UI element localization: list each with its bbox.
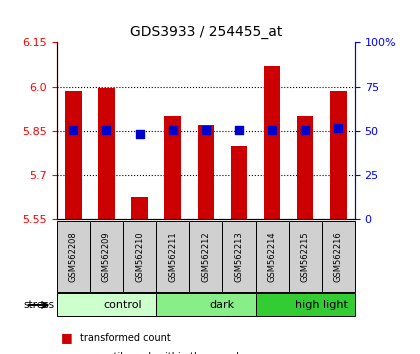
FancyBboxPatch shape bbox=[189, 221, 222, 292]
Text: ■: ■ bbox=[61, 331, 73, 344]
Bar bbox=[264, 66, 281, 219]
Text: percentile rank within the sample: percentile rank within the sample bbox=[80, 352, 245, 354]
Text: GSM562208: GSM562208 bbox=[69, 231, 78, 282]
Point bbox=[103, 127, 110, 132]
FancyBboxPatch shape bbox=[322, 221, 355, 292]
Text: control: control bbox=[104, 300, 142, 310]
Point bbox=[169, 127, 176, 132]
Bar bbox=[330, 91, 346, 219]
Bar bbox=[164, 116, 181, 219]
Point bbox=[202, 127, 209, 132]
Text: GSM562213: GSM562213 bbox=[234, 231, 244, 282]
Title: GDS3933 / 254455_at: GDS3933 / 254455_at bbox=[130, 25, 282, 39]
Text: GSM562215: GSM562215 bbox=[301, 231, 310, 282]
Bar bbox=[231, 146, 247, 219]
Point bbox=[302, 127, 309, 132]
Text: dark: dark bbox=[210, 300, 235, 310]
Text: ■: ■ bbox=[61, 351, 73, 354]
FancyBboxPatch shape bbox=[289, 221, 322, 292]
Text: GSM562216: GSM562216 bbox=[334, 231, 343, 282]
Text: transformed count: transformed count bbox=[80, 333, 171, 343]
FancyBboxPatch shape bbox=[90, 221, 123, 292]
Bar bbox=[65, 91, 81, 219]
Text: GSM562210: GSM562210 bbox=[135, 231, 144, 282]
Bar bbox=[197, 125, 214, 219]
Point bbox=[269, 127, 276, 132]
Text: high light: high light bbox=[295, 300, 348, 310]
FancyBboxPatch shape bbox=[255, 221, 289, 292]
FancyBboxPatch shape bbox=[57, 221, 90, 292]
Text: GSM562212: GSM562212 bbox=[201, 231, 210, 282]
Bar bbox=[297, 116, 313, 219]
Text: GSM562214: GSM562214 bbox=[268, 231, 276, 282]
Point bbox=[136, 131, 143, 137]
FancyBboxPatch shape bbox=[123, 221, 156, 292]
Point bbox=[236, 127, 242, 132]
Point bbox=[335, 125, 342, 131]
FancyBboxPatch shape bbox=[255, 293, 355, 316]
Text: GSM562211: GSM562211 bbox=[168, 231, 177, 282]
FancyBboxPatch shape bbox=[57, 293, 156, 316]
Bar bbox=[98, 88, 115, 219]
Bar bbox=[131, 197, 148, 219]
FancyBboxPatch shape bbox=[156, 293, 255, 316]
FancyBboxPatch shape bbox=[156, 221, 189, 292]
Text: stress: stress bbox=[24, 300, 55, 310]
Point bbox=[70, 127, 76, 132]
Text: GSM562209: GSM562209 bbox=[102, 231, 111, 282]
FancyBboxPatch shape bbox=[222, 221, 255, 292]
